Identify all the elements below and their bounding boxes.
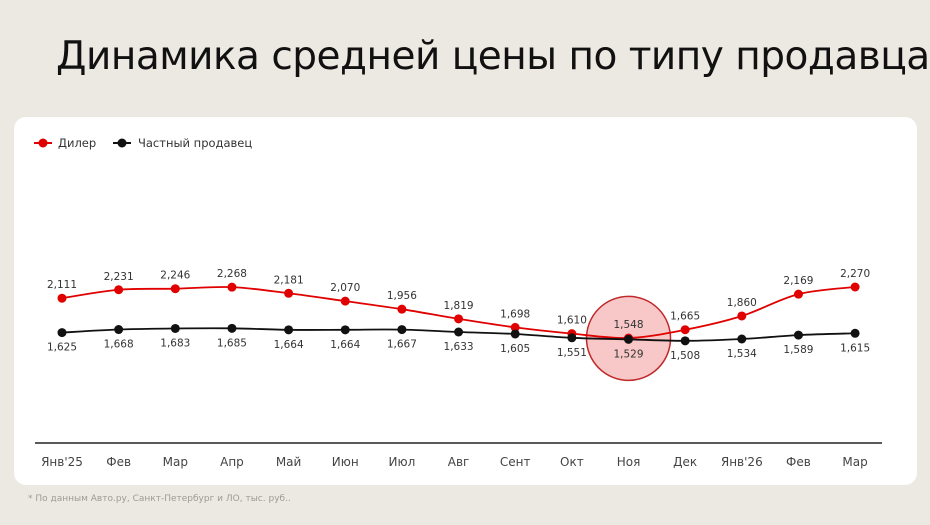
point-dealer[interactable] bbox=[397, 304, 407, 314]
data-label-dealer: 2,181 bbox=[274, 274, 304, 286]
data-label-private: 1,551 bbox=[557, 347, 587, 359]
point-private[interactable] bbox=[170, 323, 180, 333]
data-label-dealer: 1,698 bbox=[500, 308, 530, 320]
x-tick-label: Янв'26 bbox=[721, 455, 763, 469]
data-label-dealer: 1,819 bbox=[444, 300, 474, 312]
x-tick-label: Фев bbox=[106, 455, 131, 469]
legend: Дилер Частный продавец bbox=[34, 136, 252, 150]
point-dealer[interactable] bbox=[114, 285, 124, 295]
x-tick-label: Июл bbox=[389, 455, 416, 469]
point-private[interactable] bbox=[397, 325, 407, 335]
x-tick-label: Мар bbox=[842, 455, 867, 469]
point-private[interactable] bbox=[340, 325, 350, 335]
point-private[interactable] bbox=[284, 325, 294, 335]
data-label-dealer: 2,070 bbox=[330, 282, 360, 294]
point-dealer[interactable] bbox=[850, 282, 860, 292]
x-tick-label: Июн bbox=[332, 455, 359, 469]
point-dealer[interactable] bbox=[737, 311, 747, 321]
data-label-dealer: 1,548 bbox=[613, 319, 643, 331]
page-title: Динамика средней цены по типу продавца bbox=[56, 34, 930, 79]
x-tick-label: Ноя bbox=[617, 455, 641, 469]
legend-private-label: Частный продавец bbox=[138, 136, 252, 150]
point-private[interactable] bbox=[227, 323, 237, 333]
x-tick-label: Дек bbox=[673, 455, 697, 469]
legend-dealer-marker bbox=[38, 138, 48, 148]
data-label-dealer: 1,665 bbox=[670, 311, 700, 323]
x-tick-label: Окт bbox=[560, 455, 584, 469]
point-private[interactable] bbox=[737, 334, 747, 344]
data-label-dealer: 1,610 bbox=[557, 315, 587, 327]
point-dealer[interactable] bbox=[793, 289, 803, 299]
data-label-private: 1,633 bbox=[444, 341, 474, 353]
x-tick-label: Авг bbox=[448, 455, 470, 469]
point-private[interactable] bbox=[454, 327, 464, 337]
x-tick-label: Сент bbox=[500, 455, 531, 469]
point-private[interactable] bbox=[850, 328, 860, 338]
legend-dealer-label: Дилер bbox=[58, 136, 96, 150]
point-dealer[interactable] bbox=[284, 288, 294, 298]
data-label-private: 1,589 bbox=[783, 344, 813, 356]
data-label-private: 1,685 bbox=[217, 337, 247, 349]
point-dealer[interactable] bbox=[57, 293, 67, 303]
data-label-private: 1,664 bbox=[274, 339, 304, 351]
point-dealer[interactable] bbox=[680, 325, 690, 335]
data-label-dealer: 2,169 bbox=[783, 275, 813, 287]
data-label-dealer: 1,860 bbox=[727, 297, 757, 309]
point-private[interactable] bbox=[567, 333, 577, 343]
data-label-dealer: 2,246 bbox=[160, 270, 190, 282]
data-label-private: 1,508 bbox=[670, 350, 700, 362]
data-label-private: 1,605 bbox=[500, 343, 530, 355]
point-private[interactable] bbox=[680, 336, 690, 346]
x-tick-label: Мар bbox=[163, 455, 188, 469]
data-label-private: 1,615 bbox=[840, 342, 870, 354]
data-label-dealer: 2,111 bbox=[47, 279, 77, 291]
point-private[interactable] bbox=[57, 328, 67, 338]
x-tick-label: Фев bbox=[786, 455, 811, 469]
point-dealer[interactable] bbox=[227, 282, 237, 292]
point-private[interactable] bbox=[624, 334, 633, 344]
data-label-private: 1,667 bbox=[387, 339, 417, 351]
data-label-dealer: 2,231 bbox=[104, 271, 134, 283]
x-tick-label: Апр bbox=[220, 455, 244, 469]
legend-item-private[interactable]: Частный продавец bbox=[113, 136, 252, 150]
legend-item-dealer[interactable]: Дилер bbox=[34, 136, 96, 150]
data-label-private: 1,529 bbox=[613, 348, 643, 360]
legend-private-marker bbox=[117, 138, 127, 148]
data-label-dealer: 2,268 bbox=[217, 268, 247, 280]
point-dealer[interactable] bbox=[454, 314, 464, 324]
data-label-private: 1,683 bbox=[160, 337, 190, 349]
point-private[interactable] bbox=[510, 329, 520, 339]
data-label-private: 1,664 bbox=[330, 339, 360, 351]
point-dealer[interactable] bbox=[510, 322, 520, 332]
point-dealer[interactable] bbox=[170, 284, 180, 294]
chart-card bbox=[14, 117, 917, 485]
data-label-dealer: 2,270 bbox=[840, 268, 870, 280]
footnote: * По данным Авто.ру, Санкт-Петербург и Л… bbox=[28, 494, 291, 504]
point-private[interactable] bbox=[793, 330, 803, 340]
data-label-dealer: 1,956 bbox=[387, 290, 417, 302]
data-label-private: 1,534 bbox=[727, 348, 757, 360]
x-tick-label: Янв'25 bbox=[41, 455, 83, 469]
data-label-private: 1,625 bbox=[47, 342, 77, 354]
point-private[interactable] bbox=[114, 325, 124, 335]
x-tick-label: Май bbox=[276, 455, 302, 469]
point-dealer[interactable] bbox=[340, 296, 350, 306]
data-label-private: 1,668 bbox=[104, 339, 134, 351]
